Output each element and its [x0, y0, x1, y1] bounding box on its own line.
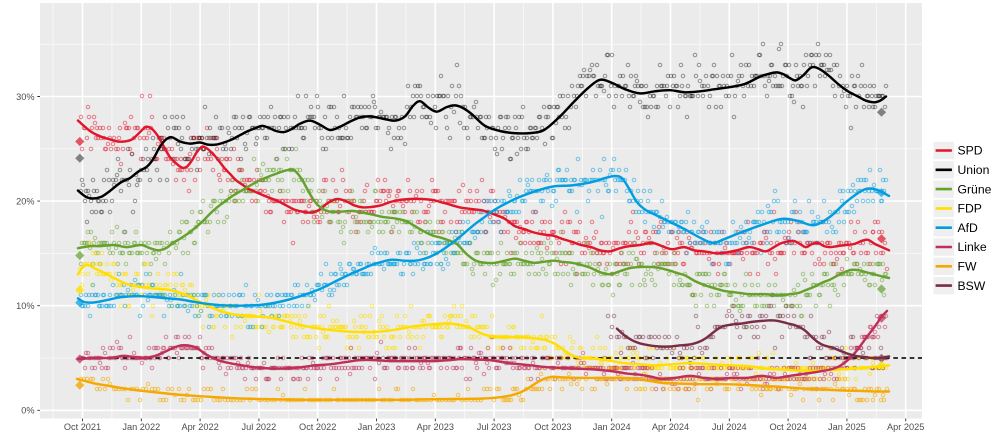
svg-text:Oct 2024: Oct 2024: [769, 422, 806, 432]
svg-text:Apr 2022: Apr 2022: [181, 422, 218, 432]
svg-text:Oct 2023: Oct 2023: [534, 422, 571, 432]
svg-text:20%: 20%: [16, 196, 34, 206]
svg-text:AfD: AfD: [958, 221, 979, 235]
svg-text:Apr 2024: Apr 2024: [652, 422, 689, 432]
svg-text:Oct 2022: Oct 2022: [299, 422, 336, 432]
svg-text:10%: 10%: [16, 301, 34, 311]
svg-text:Oct 2021: Oct 2021: [64, 422, 101, 432]
svg-text:SPD: SPD: [958, 144, 983, 158]
svg-text:Jan 2025: Jan 2025: [828, 422, 866, 432]
svg-text:Linke: Linke: [958, 240, 987, 254]
svg-text:Jan 2022: Jan 2022: [122, 422, 160, 432]
svg-text:Apr 2023: Apr 2023: [417, 422, 454, 432]
svg-text:FDP: FDP: [958, 202, 982, 216]
svg-text:Jul 2023: Jul 2023: [477, 422, 512, 432]
svg-text:Jul 2022: Jul 2022: [242, 422, 277, 432]
svg-text:Jan 2023: Jan 2023: [358, 422, 396, 432]
svg-text:Jan 2024: Jan 2024: [593, 422, 631, 432]
svg-text:Union: Union: [958, 163, 990, 177]
svg-text:Apr 2025: Apr 2025: [887, 422, 924, 432]
svg-text:Grüne: Grüne: [958, 182, 992, 196]
svg-text:FW: FW: [958, 260, 977, 274]
svg-text:30%: 30%: [16, 92, 34, 102]
svg-text:BSW: BSW: [958, 279, 986, 293]
svg-text:Jul 2024: Jul 2024: [712, 422, 747, 432]
svg-text:0%: 0%: [21, 406, 34, 416]
